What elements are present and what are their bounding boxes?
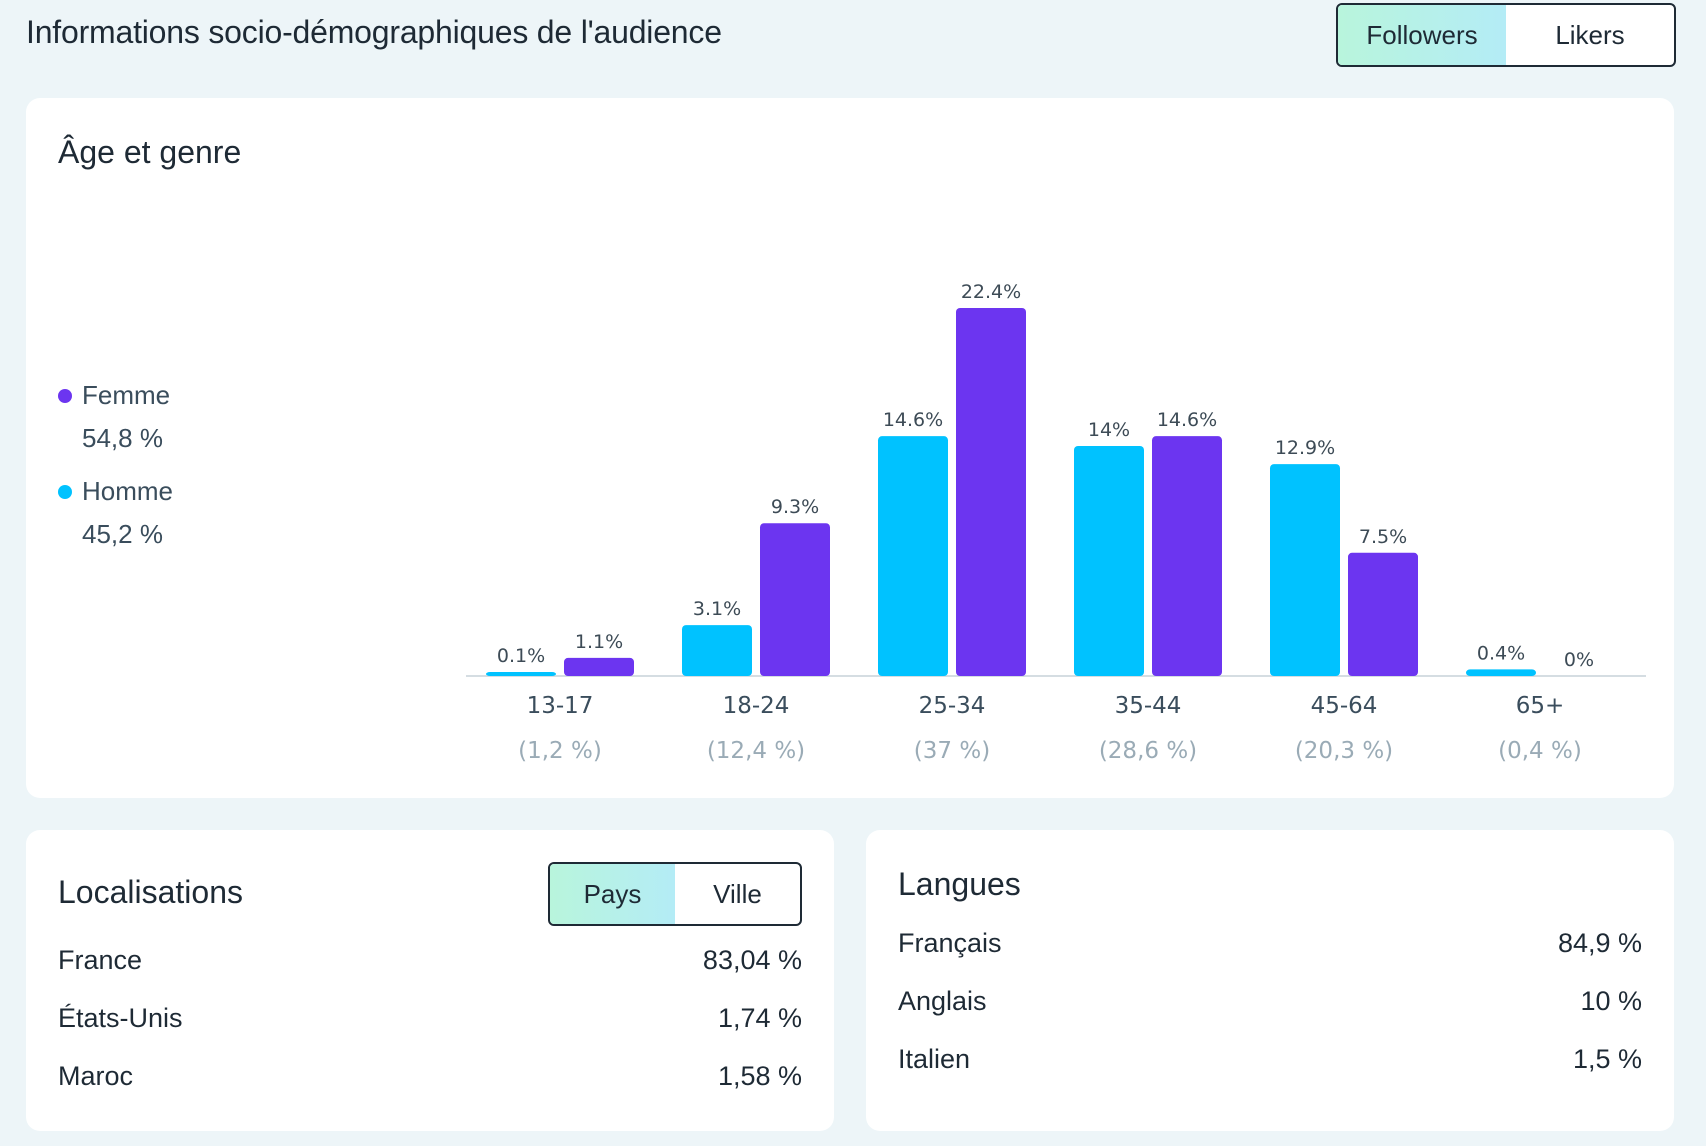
bar-value-label: 14.6%	[883, 409, 943, 431]
category-total-label: (28,6 %)	[1099, 738, 1197, 764]
bar-value-label: 14.6%	[1157, 409, 1217, 431]
pays-tab[interactable]: Pays	[550, 864, 675, 924]
category-total-label: (0,4 %)	[1498, 738, 1582, 764]
legend-value-homme: 45,2 %	[82, 519, 163, 549]
category-label: 35-44	[1115, 693, 1182, 719]
language-value: 84,9 %	[1557, 928, 1642, 958]
bar-femme-13-17[interactable]	[564, 657, 634, 676]
followers-tab[interactable]: Followers	[1338, 5, 1506, 65]
category-total-label: (12,4 %)	[707, 738, 805, 764]
bar-femme-45-64[interactable]	[1348, 552, 1418, 676]
ville-tab[interactable]: Ville	[713, 878, 762, 909]
bar-value-label: 1.1%	[575, 631, 623, 653]
bar-homme-35-44[interactable]	[1074, 446, 1144, 676]
legend-label-femme: Femme	[82, 380, 171, 410]
bar-value-label: 7.5%	[1359, 526, 1407, 548]
language-value: 1,5 %	[1572, 1044, 1642, 1074]
language-row: Italien 1,5 %	[898, 1044, 1642, 1075]
bar-value-label: 0.1%	[497, 645, 545, 667]
gender-legend: Femme 54,8 % Homme 45,2 %	[58, 380, 173, 572]
bar-femme-18-24[interactable]	[760, 523, 830, 676]
bar-value-label: 12.9%	[1275, 437, 1335, 459]
category-label: 13-17	[527, 693, 594, 719]
location-row: Maroc 1,58 %	[58, 1061, 802, 1092]
homme-dot-icon	[58, 484, 72, 499]
bar-femme-25-34[interactable]	[956, 308, 1026, 676]
audience-toggle: Followers Likers	[1336, 3, 1676, 67]
category-label: 25-34	[919, 693, 986, 719]
bar-value-label: 0.4%	[1477, 642, 1525, 664]
bar-value-label: 3.1%	[693, 598, 741, 620]
bar-homme-25-34[interactable]	[878, 436, 948, 676]
location-value: 1,58 %	[717, 1061, 802, 1091]
language-name: Français	[898, 928, 1002, 958]
language-row: Français 84,9 %	[898, 928, 1642, 959]
location-value: 83,04 %	[702, 945, 802, 975]
legend-item-homme: Homme 45,2 %	[58, 476, 173, 550]
bar-homme-45-64[interactable]	[1270, 464, 1340, 676]
location-name: France	[58, 945, 143, 975]
location-row: France 83,04 %	[58, 945, 802, 976]
category-total-label: (20,3 %)	[1295, 738, 1393, 764]
locations-title: Localisations	[58, 874, 243, 910]
category-total-label: (1,2 %)	[518, 738, 602, 764]
bar-value-label: 0%	[1564, 649, 1594, 671]
category-label: 18-24	[723, 693, 790, 719]
bar-value-label: 9.3%	[771, 496, 819, 518]
language-name: Italien	[898, 1044, 971, 1074]
language-value: 10 %	[1580, 986, 1642, 1016]
bar-homme-13-17[interactable]	[486, 672, 556, 676]
bar-femme-35-44[interactable]	[1152, 436, 1222, 676]
age-gender-card: Âge et genre Femme 54,8 % Homme 45,2 % 0…	[26, 98, 1674, 798]
bar-homme-18-24[interactable]	[682, 625, 752, 676]
language-name: Anglais	[898, 986, 987, 1016]
legend-value-femme: 54,8 %	[82, 423, 163, 453]
legend-item-femme: Femme 54,8 %	[58, 380, 173, 454]
likers-tab[interactable]: Likers	[1555, 19, 1625, 50]
bar-value-label: 22.4%	[961, 281, 1021, 303]
page-title: Informations socio-démographiques de l'a…	[26, 14, 722, 50]
category-total-label: (37 %)	[914, 738, 990, 764]
language-row: Anglais 10 %	[898, 986, 1642, 1017]
femme-dot-icon	[58, 388, 72, 403]
languages-title: Langues	[898, 866, 1021, 902]
age-gender-bar-chart: 0.1% 1.1% 13-17 (1,2 %) 3.1% 9.3% 18-24 (12,4 %…	[466, 281, 1646, 764]
location-name: Maroc	[58, 1061, 134, 1091]
bar-value-label: 14%	[1088, 419, 1130, 441]
age-gender-title: Âge et genre	[58, 134, 242, 170]
location-toggle: Pays Ville	[548, 862, 802, 926]
category-label: 45-64	[1311, 693, 1378, 719]
locations-card: Localisations Pays Ville France 83,04 % …	[26, 830, 834, 1131]
location-value: 1,74 %	[717, 1003, 802, 1033]
location-row: États-Unis 1,74 %	[58, 1003, 802, 1034]
legend-label-homme: Homme	[82, 476, 174, 506]
bar-homme-65+[interactable]	[1466, 669, 1536, 676]
category-label: 65+	[1516, 693, 1565, 719]
location-name: États-Unis	[58, 1003, 183, 1033]
languages-card: Langues Français 84,9 % Anglais 10 % Ita…	[866, 830, 1674, 1131]
